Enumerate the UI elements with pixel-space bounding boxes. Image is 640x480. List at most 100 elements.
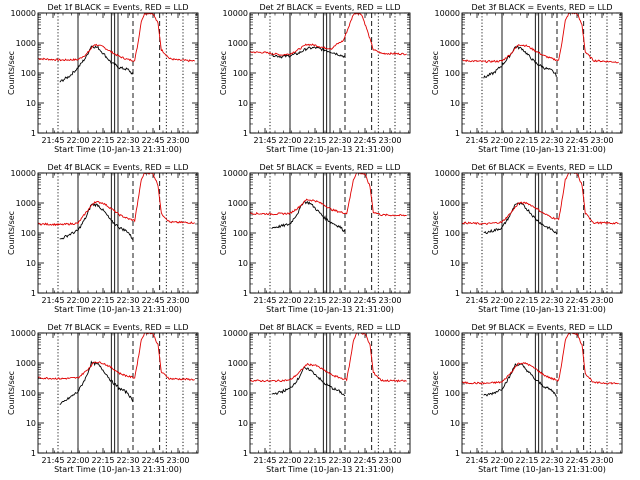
y-axis-label: Counts/sec: [219, 371, 228, 415]
y-tick-label: 1000: [440, 39, 460, 48]
panel-7: Det 7f BLACK = Events, RED = LLD 1 10 100 10…: [7, 323, 199, 474]
y-tick-label: 10: [450, 419, 460, 428]
x-axis-label: Start Time (10-Jan-13 21:31:00): [478, 145, 606, 154]
series-events-line: [271, 366, 346, 397]
y-tick-label: 10: [26, 99, 36, 108]
x-tick-label: 21:45: [465, 296, 488, 305]
y-tick-label: 10000: [223, 329, 248, 338]
series-lld-line: [38, 173, 195, 227]
y-tick-label: 10: [238, 419, 248, 428]
x-tick-label: 22:30: [540, 456, 563, 465]
panel-title: Det 1f BLACK = Events, RED = LLD: [47, 3, 188, 12]
series-lld-line: [250, 333, 407, 383]
x-tick-label: 22:15: [515, 296, 538, 305]
y-axis-label: Counts/sec: [431, 211, 440, 255]
x-tick-label: 23:00: [590, 456, 613, 465]
x-tick-label: 22:30: [540, 136, 563, 145]
y-tick-label: 100: [233, 69, 248, 78]
y-tick-label: 10: [26, 259, 36, 268]
x-tick-label: 23:00: [378, 296, 401, 305]
x-tick-label: 21:45: [41, 456, 64, 465]
x-tick-label: 22:30: [328, 296, 351, 305]
y-tick-label: 100: [21, 229, 36, 238]
x-tick-label: 22:00: [490, 456, 513, 465]
panel-3: Det 3f BLACK = Events, RED = LLD 1 10 100 10…: [431, 3, 623, 154]
x-axis-label: Start Time (10-Jan-13 21:31:00): [478, 305, 606, 314]
y-axis-label: Counts/sec: [7, 51, 16, 95]
panel-title: Det 4f BLACK = Events, RED = LLD: [47, 163, 188, 172]
x-tick-label: 21:45: [253, 296, 276, 305]
series-lld-line: [38, 13, 195, 63]
plot-frame: [249, 12, 411, 134]
x-tick-label: 22:00: [278, 136, 301, 145]
y-axis-label: Counts/sec: [219, 51, 228, 95]
panel-title: Det 8f BLACK = Events, RED = LLD: [259, 323, 400, 332]
plot-frame: [249, 172, 411, 294]
y-axis-label: Counts/sec: [219, 211, 228, 255]
y-tick-label: 10: [450, 99, 460, 108]
x-tick-label: 22:30: [328, 456, 351, 465]
y-tick-label: 1000: [440, 199, 460, 208]
y-tick-label: 1: [243, 449, 248, 458]
y-tick-label: 10000: [11, 9, 36, 18]
x-tick-label: 22:15: [91, 456, 114, 465]
panel-4: Det 4f BLACK = Events, RED = LLD 1 10 100 10…: [7, 163, 199, 314]
y-tick-label: 1000: [228, 359, 248, 368]
x-tick-label: 23:00: [166, 136, 189, 145]
panel-9: Det 9f BLACK = Events, RED = LLD 1 10 100 10…: [431, 323, 623, 474]
x-tick-label: 22:30: [116, 456, 139, 465]
y-axis-label: Counts/sec: [431, 371, 440, 415]
y-tick-label: 1: [31, 129, 36, 138]
y-tick-label: 10: [238, 99, 248, 108]
x-tick-label: 22:30: [116, 136, 139, 145]
y-tick-label: 1: [455, 129, 460, 138]
x-tick-label: 22:15: [91, 296, 114, 305]
y-tick-label: 10000: [223, 169, 248, 178]
x-tick-label: 21:45: [465, 456, 488, 465]
panel-title: Det 3f BLACK = Events, RED = LLD: [471, 3, 612, 12]
y-tick-label: 1000: [440, 359, 460, 368]
x-tick-label: 22:00: [66, 456, 89, 465]
series-events-line: [271, 200, 346, 233]
x-axis-label: Start Time (10-Jan-13 21:31:00): [266, 465, 394, 474]
panel-1: Det 1f BLACK = Events, RED = LLD 1 10 100 10…: [7, 3, 199, 154]
y-tick-label: 1: [455, 449, 460, 458]
x-tick-label: 21:45: [465, 136, 488, 145]
y-tick-label: 1: [243, 129, 248, 138]
x-tick-label: 21:45: [41, 136, 64, 145]
x-tick-label: 22:30: [328, 136, 351, 145]
y-tick-label: 10: [450, 259, 460, 268]
plot-frame: [37, 12, 199, 134]
x-tick-label: 22:00: [490, 296, 513, 305]
series-events-line: [483, 202, 558, 235]
y-tick-label: 1: [243, 289, 248, 298]
x-tick-label: 21:45: [253, 136, 276, 145]
y-tick-label: 1: [31, 289, 36, 298]
panel-title: Det 2f BLACK = Events, RED = LLD: [259, 3, 400, 12]
x-tick-label: 22:00: [66, 136, 89, 145]
y-tick-label: 1: [31, 449, 36, 458]
x-tick-label: 22:15: [303, 296, 326, 305]
x-tick-label: 22:00: [278, 296, 301, 305]
series-events-line: [59, 203, 134, 241]
x-tick-label: 22:00: [490, 136, 513, 145]
y-tick-label: 10: [26, 419, 36, 428]
panel-6: Det 6f BLACK = Events, RED = LLD 1 10 100 10…: [431, 163, 623, 314]
x-tick-label: 23:00: [590, 296, 613, 305]
x-axis-label: Start Time (10-Jan-13 21:31:00): [54, 145, 182, 154]
y-tick-label: 100: [445, 389, 460, 398]
plot-frame: [461, 172, 623, 294]
x-tick-label: 23:00: [166, 296, 189, 305]
series-lld-line: [462, 173, 619, 226]
x-axis-label: Start Time (10-Jan-13 21:31:00): [54, 465, 182, 474]
x-tick-label: 22:15: [91, 136, 114, 145]
series-events-line: [271, 46, 346, 59]
plot-frame: [37, 332, 199, 454]
y-tick-label: 100: [445, 69, 460, 78]
series-lld-line: [38, 333, 195, 381]
y-tick-label: 10000: [11, 329, 36, 338]
series-events-line: [483, 45, 558, 79]
x-tick-label: 22:45: [141, 456, 164, 465]
x-tick-label: 22:00: [66, 296, 89, 305]
y-axis-label: Counts/sec: [431, 51, 440, 95]
